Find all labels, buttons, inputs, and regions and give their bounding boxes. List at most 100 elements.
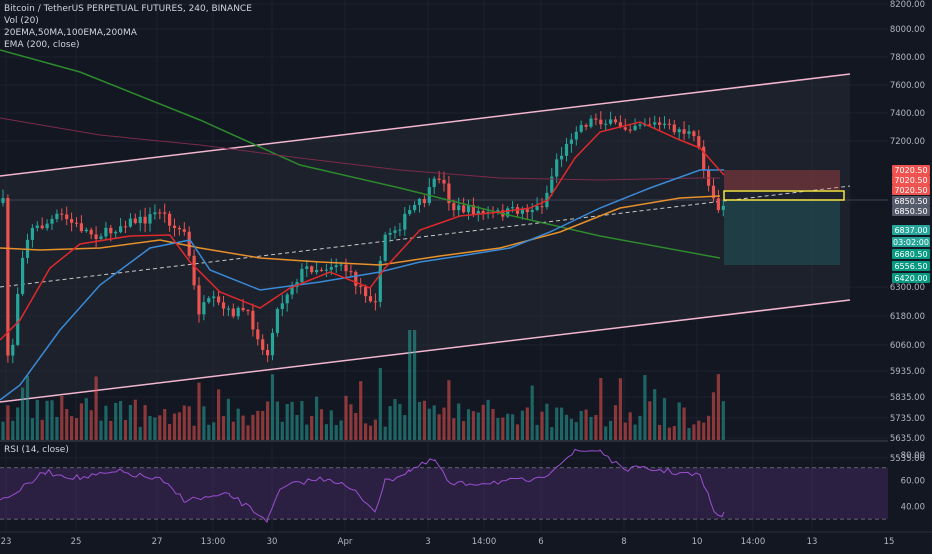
- ema200-line: [0, 117, 720, 181]
- volume-bar: [226, 398, 230, 440]
- candle-body: [354, 272, 358, 286]
- volume-bar: [119, 400, 123, 440]
- rsi-tick-label: 80.00: [901, 451, 925, 461]
- channel-mid-dashed: [0, 185, 851, 288]
- candle-body: [153, 212, 157, 215]
- price-tick-label: 6300.00: [890, 283, 925, 293]
- candle-body: [207, 298, 211, 303]
- volume-bar: [74, 418, 79, 440]
- candle-body: [344, 264, 348, 272]
- volume-bar: [520, 410, 524, 440]
- candle-body: [476, 210, 480, 215]
- volume-legend[interactable]: Vol (20): [4, 16, 39, 26]
- candle-body: [99, 236, 103, 239]
- price-tick-label: 5735.00: [890, 414, 925, 424]
- volume-bar: [599, 378, 603, 440]
- candle-body: [525, 209, 529, 213]
- candle-body: [55, 213, 59, 219]
- ema100-line: [0, 195, 721, 266]
- volume-bar: [172, 413, 177, 440]
- channel-fill: [0, 74, 850, 402]
- volume-bars: [1, 330, 725, 440]
- volume-bar: [300, 401, 304, 440]
- candle-body: [168, 213, 172, 226]
- volume-bar: [540, 411, 544, 440]
- candle-body: [266, 349, 270, 356]
- candle-body: [163, 212, 167, 214]
- volume-bar: [564, 414, 569, 440]
- candle-body: [618, 122, 622, 128]
- candle-body: [89, 229, 93, 235]
- candle-body: [398, 229, 402, 231]
- volume-bar: [319, 409, 324, 440]
- candle-body: [658, 122, 662, 125]
- candle-body: [310, 266, 314, 273]
- volume-bar: [60, 396, 64, 440]
- volume-bar: [638, 415, 642, 440]
- volume-bar: [545, 403, 549, 440]
- candle-body: [319, 269, 324, 271]
- candle-body: [187, 231, 191, 256]
- volume-bar: [221, 416, 226, 440]
- volume-bar: [417, 401, 422, 440]
- volume-bar: [295, 414, 299, 440]
- volume-bar: [207, 424, 211, 440]
- time-tick-label: 27: [152, 537, 163, 547]
- volume-bar: [104, 405, 108, 440]
- volume-bar: [275, 401, 279, 440]
- candle-body: [290, 286, 294, 295]
- volume-bar: [550, 427, 554, 440]
- candle-body: [613, 119, 618, 123]
- candle-body: [221, 302, 226, 309]
- price-label: 6850.50: [894, 197, 927, 206]
- candle-body: [373, 301, 377, 303]
- candle-body: [682, 129, 686, 134]
- price-label-bg: [892, 175, 930, 185]
- volume-bar: [383, 426, 387, 440]
- volume-bar: [422, 400, 426, 440]
- candle-body: [261, 339, 265, 350]
- volume-bar: [442, 407, 446, 440]
- candle-body: [388, 232, 392, 235]
- candle-body: [305, 266, 309, 269]
- volume-bar: [594, 415, 598, 440]
- volume-bar: [231, 421, 235, 440]
- candle-body: [202, 302, 206, 315]
- moving-averages-legend[interactable]: 20EMA,50MA,100EMA,200MA: [4, 28, 137, 38]
- volume-bar: [437, 414, 441, 440]
- candle-body: [569, 139, 573, 144]
- volume-bar: [466, 409, 471, 440]
- price-label-bg: [892, 237, 930, 247]
- volume-bar: [368, 425, 373, 440]
- volume-bar: [643, 375, 647, 440]
- candle-body: [285, 294, 289, 304]
- volume-bar: [662, 398, 667, 440]
- volume-bar: [457, 403, 461, 440]
- candle-body: [359, 285, 363, 287]
- volume-bar: [413, 330, 417, 440]
- ema-legend[interactable]: EMA (200, close): [4, 40, 80, 50]
- rsi-tick-label: 60.00: [901, 477, 925, 487]
- price-label-bg: [892, 185, 930, 195]
- candle-body: [555, 159, 559, 177]
- candle-body: [177, 227, 181, 230]
- candle-body: [648, 124, 652, 126]
- volume-bar: [711, 392, 716, 440]
- price-label: 03:02:00: [893, 238, 929, 247]
- rsi-pane-bg: [0, 442, 888, 532]
- volume-bar: [202, 406, 206, 440]
- volume-bar: [168, 423, 172, 440]
- candle-body: [413, 204, 417, 211]
- candle-body: [564, 143, 569, 156]
- volume-bar: [481, 404, 485, 440]
- volume-bar: [658, 424, 662, 440]
- price-tick-label: 5535.00: [890, 454, 925, 464]
- symbol-legend[interactable]: Bitcoin / TetherUS PERPETUAL FUTURES, 24…: [4, 4, 252, 14]
- candle-body: [21, 257, 25, 294]
- volume-bar: [707, 415, 711, 440]
- candle-body: [133, 218, 137, 224]
- rsi-legend[interactable]: RSI (14, close): [4, 445, 69, 455]
- candle-body: [109, 227, 113, 234]
